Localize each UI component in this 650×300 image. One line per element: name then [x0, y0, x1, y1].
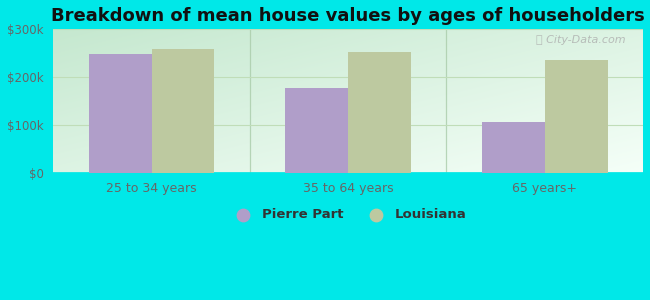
Bar: [482, 122, 545, 172]
Text: Ⓢ City-Data.com: Ⓢ City-Data.com: [536, 35, 625, 45]
Bar: [285, 88, 348, 172]
Bar: [88, 54, 151, 172]
Bar: [348, 52, 411, 172]
Title: Breakdown of mean house values by ages of householders: Breakdown of mean house values by ages o…: [51, 7, 645, 25]
Legend: Pierre Part, Louisiana: Pierre Part, Louisiana: [225, 203, 472, 226]
Bar: [545, 60, 608, 172]
Bar: [151, 49, 215, 172]
